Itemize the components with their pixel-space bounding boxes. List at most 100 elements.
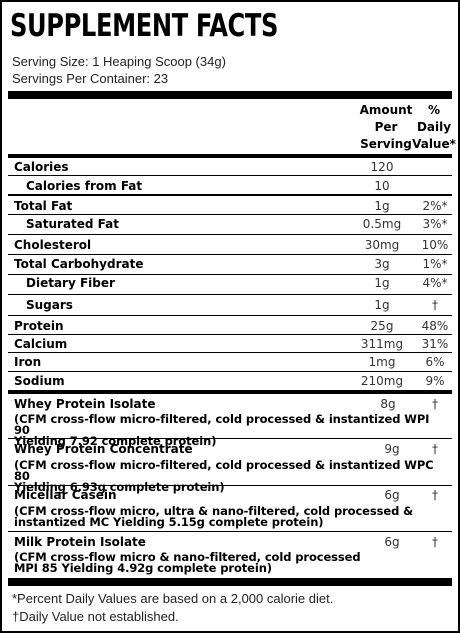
description-line: (CFM cross-flow micro & nano-filtered, c… <box>14 550 361 564</box>
protein-amount: 9g <box>384 442 400 456</box>
nutrient-amount: 210mg <box>360 374 404 388</box>
protein-amount: 6g <box>384 535 400 549</box>
row-divider <box>8 214 452 215</box>
protein-dv: † <box>432 488 438 502</box>
protein-row: Whey Protein Isolate 8g † <box>8 397 452 413</box>
nutrient-name: Total Carbohydrate <box>14 257 144 271</box>
nutrient-dv: 3%* <box>422 217 448 231</box>
nutrient-amount: 120 <box>370 160 394 174</box>
protein-description: (CFM cross-flow micro-filtered, cold pro… <box>14 458 448 494</box>
panel-title: SUPPLEMENT FACTS <box>10 8 279 44</box>
nutrient-name: Cholesterol <box>14 238 92 252</box>
row-divider <box>8 438 452 439</box>
protein-name: Milk Protein Isolate <box>14 535 146 549</box>
nutrient-dv: 1%* <box>422 257 448 271</box>
nutrient-dv: 48% <box>421 319 449 333</box>
protein-row: Micellar Casein 6g † <box>8 488 452 504</box>
column-header-divider <box>8 154 452 158</box>
nutrient-row: Total Carbohydrate 3g 1%* <box>8 257 452 273</box>
protein-blend-divider <box>8 390 452 394</box>
row-divider <box>8 254 452 255</box>
nutrient-row: Dietary Fiber 1g 4%* <box>8 276 452 292</box>
dv-header-line: Daily <box>416 120 452 134</box>
nutrient-row: Sodium 210mg 9% <box>8 374 452 390</box>
nutrient-name: Protein <box>14 319 64 333</box>
amount-header-line: Amount <box>359 103 413 117</box>
nutrient-dv: 6% <box>425 355 445 369</box>
amount-per-serving-header: Amount Per Serving <box>356 102 416 153</box>
row-divider <box>8 485 452 486</box>
nutrient-name: Total Fat <box>14 199 73 213</box>
row-divider <box>8 175 452 176</box>
description-line: Yielding 6.93g complete protein) <box>14 480 225 494</box>
protein-description: (CFM cross-flow micro, ultra & nano-filt… <box>14 504 448 529</box>
nutrient-amount: 25g <box>370 319 394 333</box>
nutrient-row: Calories from Fat 10 <box>8 179 452 195</box>
servings-per-container: Servings Per Container: 23 <box>12 71 169 86</box>
protein-dv: † <box>432 442 438 456</box>
nutrient-name: Calcium <box>14 337 68 351</box>
row-divider <box>8 352 452 353</box>
nutrient-dv: 10% <box>421 238 449 252</box>
serving-size: Serving Size: 1 Heaping Scoop (34g) <box>12 54 226 69</box>
section-divider <box>8 194 452 196</box>
dv-header-line: % <box>427 103 441 117</box>
nutrient-row: Cholesterol 30mg 10% <box>8 238 452 254</box>
amount-header-line: Serving <box>360 137 412 151</box>
nutrient-name: Sodium <box>14 374 65 388</box>
nutrient-row: Saturated Fat 0.5mg 3%* <box>8 217 452 233</box>
description-line: instantized MC Yielding 5.15g complete p… <box>14 515 324 529</box>
nutrient-amount: 1mg <box>368 355 396 369</box>
nutrient-dv: 9% <box>425 374 445 388</box>
row-divider <box>8 334 452 335</box>
nutrient-name: Calories from Fat <box>26 179 143 193</box>
nutrient-amount: 1g <box>374 276 390 290</box>
footnote-dagger: †Daily Value not established. <box>12 609 179 624</box>
row-divider <box>8 315 452 316</box>
row-divider <box>8 294 452 295</box>
description-line: (CFM cross-flow micro, ultra & nano-filt… <box>14 504 414 518</box>
nutrient-row: Total Fat 1g 2%* <box>8 199 452 215</box>
description-line: (CFM cross-flow micro-filtered, cold pro… <box>14 458 434 483</box>
row-divider <box>8 274 452 275</box>
protein-description: (CFM cross-flow micro & nano-filtered, c… <box>14 550 448 574</box>
nutrient-amount: 30mg <box>364 238 400 252</box>
nutrient-row: Calories 120 <box>8 160 452 176</box>
nutrient-row: Protein 25g 48% <box>8 319 452 335</box>
protein-name: Whey Protein Isolate <box>14 397 156 411</box>
footnote-daily-value: *Percent Daily Values are based on a 2,0… <box>12 591 334 606</box>
nutrient-amount: 10 <box>374 179 390 193</box>
description-line: (CFM cross-flow micro-filtered, cold pro… <box>14 412 430 437</box>
row-divider <box>8 371 452 372</box>
nutrient-name: Iron <box>14 355 42 369</box>
nutrient-amount: 3g <box>374 257 390 271</box>
nutrient-row: Sugars 1g † <box>8 298 452 314</box>
nutrient-amount: 0.5mg <box>362 217 402 231</box>
nutrient-dv: 2%* <box>422 199 448 213</box>
protein-name: Whey Protein Concentrate <box>14 442 193 456</box>
row-divider <box>8 234 452 235</box>
dv-header-line: Value* <box>412 137 456 151</box>
daily-value-header: % Daily Value* <box>412 102 456 153</box>
nutrient-amount: 1g <box>374 199 390 213</box>
nutrient-name: Saturated Fat <box>26 217 120 231</box>
protein-row: Whey Protein Concentrate 9g † <box>8 442 452 458</box>
protein-amount: 6g <box>384 488 400 502</box>
nutrient-dv: 4%* <box>422 276 448 290</box>
protein-amount: 8g <box>380 397 396 411</box>
nutrient-row: Calcium 311mg 31% <box>8 337 452 353</box>
nutrient-amount: 1g <box>374 298 390 312</box>
nutrient-name: Dietary Fiber <box>26 276 115 290</box>
amount-header-line: Per <box>374 120 398 134</box>
description-line: Yielding 7.92 complete protein) <box>14 434 217 448</box>
header-divider <box>8 91 452 99</box>
protein-description: (CFM cross-flow micro-filtered, cold pro… <box>14 412 448 448</box>
protein-name: Micellar Casein <box>14 488 117 502</box>
nutrient-name: Calories <box>14 160 69 174</box>
nutrient-amount: 311mg <box>360 337 404 351</box>
protein-row: Milk Protein Isolate 6g † <box>8 535 452 551</box>
row-divider <box>8 531 452 532</box>
protein-dv: † <box>432 535 438 549</box>
nutrient-dv: 31% <box>421 337 449 351</box>
